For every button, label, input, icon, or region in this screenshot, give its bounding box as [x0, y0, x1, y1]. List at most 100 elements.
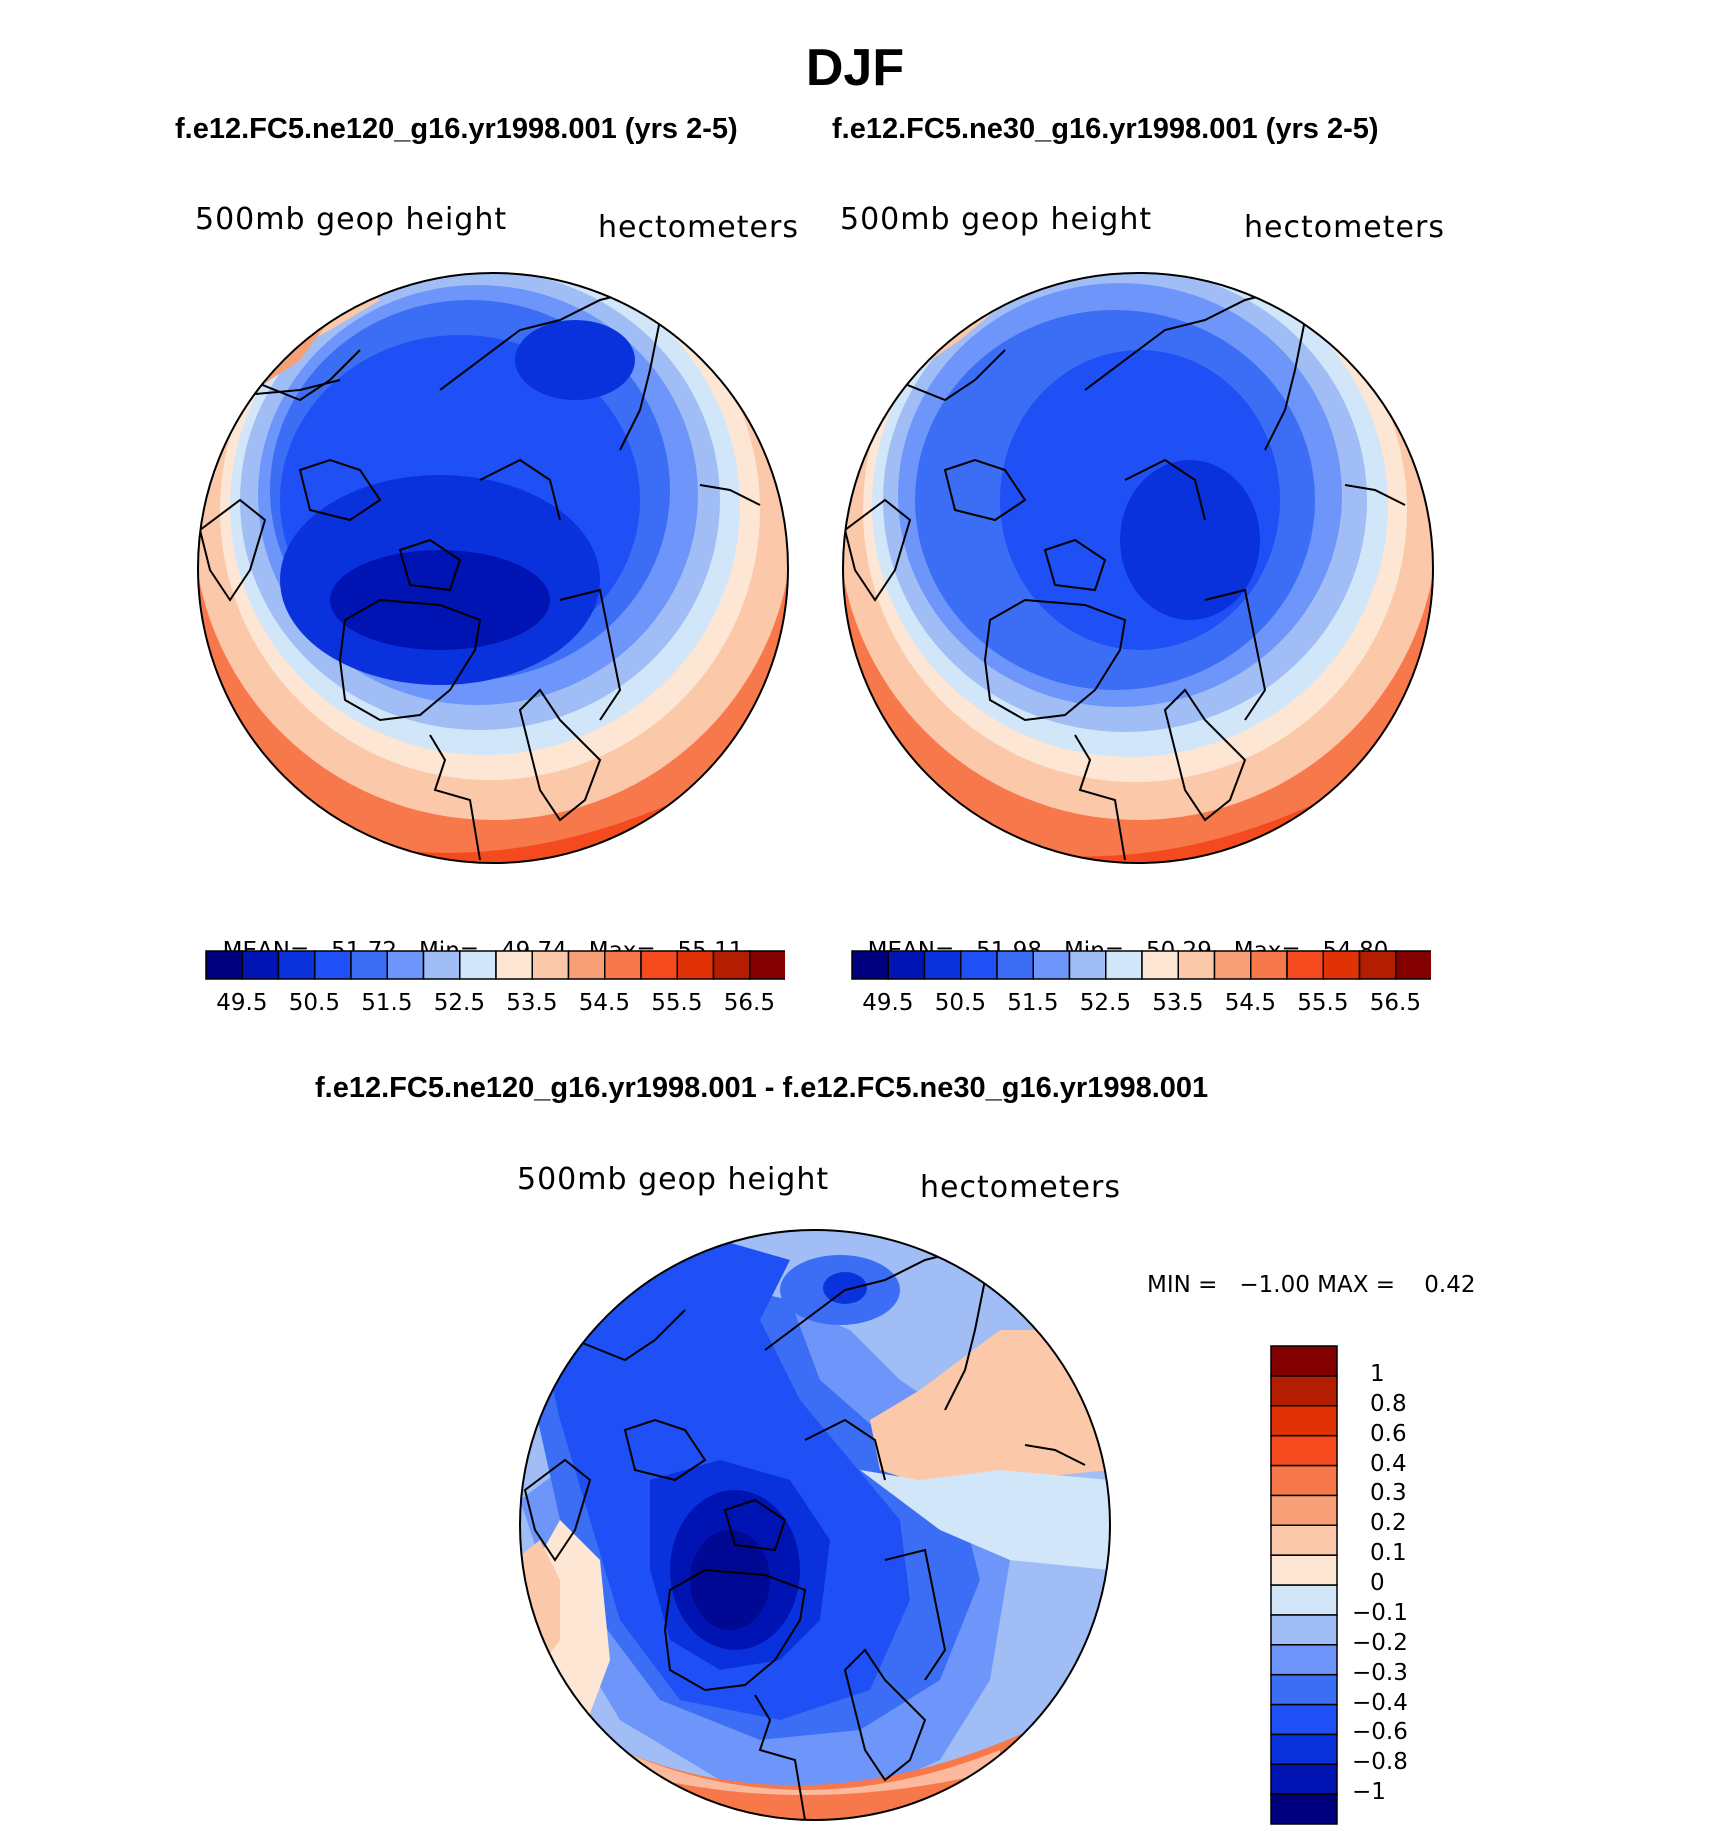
panel1-colorbar-swatch	[241, 950, 280, 980]
panel2-map	[843, 273, 1433, 863]
difference-colorbar-swatch	[1270, 1405, 1338, 1437]
difference-colorbar-swatch	[1270, 1703, 1338, 1736]
panel3-coastlines	[523, 1249, 1086, 1820]
panel1-colorbar-swatch	[567, 950, 606, 980]
difference-colorbar-swatch	[1270, 1434, 1338, 1467]
difference-colorbar-swatch	[1270, 1375, 1338, 1407]
panel1-coastlines	[198, 289, 761, 861]
difference-colorbar-tick-label: −0.3	[1352, 1659, 1408, 1686]
panel1-colorbar-tick-label: 49.5	[216, 990, 268, 1016]
panel1-colorbar-swatch	[386, 950, 425, 980]
panel1-colorbar-tick-label: 56.5	[723, 990, 775, 1016]
panel1-colorbar-swatch	[314, 950, 352, 980]
difference-colorbar-tick-label: 0	[1370, 1570, 1385, 1596]
difference-colorbar-swatch	[1270, 1584, 1338, 1616]
difference-colorbar-tick-label: 0.3	[1370, 1480, 1407, 1507]
panel1-units-label: hectometers	[598, 210, 799, 245]
panel3-variable-label: 500mb geop height	[517, 1162, 830, 1197]
panel2-colorbar-tick-label: 55.5	[1297, 990, 1349, 1016]
panel1-colorbar-swatch	[495, 950, 533, 980]
difference-colorbar-swatch	[1270, 1494, 1338, 1526]
panel1-colorbar-swatch	[277, 950, 316, 980]
difference-colorbar-swatch	[1270, 1763, 1338, 1795]
panel2-colorbar-swatch	[996, 950, 1034, 980]
panel2-colorbar-swatch	[851, 950, 889, 980]
panel2-colorbar-swatch	[1068, 950, 1107, 980]
panel2-colorbar-swatch	[1358, 950, 1397, 980]
panel1-colorbar-labels: 49.5 50.5 51.5 52.5 53.5 54.5 55.5 56.5	[205, 990, 785, 1020]
difference-colorbar-tick-label: −0.2	[1352, 1629, 1408, 1656]
panel2-colorbar-swatch	[960, 950, 998, 980]
panel2-colorbar-swatch	[1032, 950, 1071, 980]
panel2-colorbar-swatch	[1322, 950, 1361, 980]
panel1-colorbar-tick-label: 53.5	[506, 990, 558, 1016]
right-panel-case-title: f.e12.FC5.ne30_g16.yr1998.001 (yrs 2-5)	[832, 113, 1379, 145]
panel1-colorbar-swatch	[422, 950, 461, 980]
difference-colorbar-swatch	[1270, 1464, 1338, 1497]
panel1-colorbar-swatch	[640, 950, 678, 980]
difference-colorbar-labels: 1 0.8 0.6 0.4 0.3 0.2 0.1 0 −0.1 −0.2 −0.3 −0.4 −0.6…	[1352, 1345, 1472, 1825]
panel2-colorbar-swatch	[1286, 950, 1324, 980]
panel1-colorbar-swatch	[205, 950, 243, 980]
panel2-colorbar-swatch	[1213, 950, 1252, 980]
panel2-colorbar-tick-label: 50.5	[934, 990, 986, 1016]
difference-colorbar-swatch	[1270, 1733, 1338, 1765]
difference-colorbar-tick-label: 0.8	[1370, 1390, 1407, 1417]
panel1-colorbar-swatch	[604, 950, 642, 980]
difference-colorbar-tick-label: −0.1	[1352, 1599, 1408, 1626]
panel2-units-label: hectometers	[1244, 210, 1445, 245]
panel2-colorbar-tick-label: 51.5	[1007, 990, 1059, 1016]
difference-colorbar-tick-label: 1	[1370, 1360, 1385, 1387]
difference-colorbar	[1270, 1345, 1338, 1825]
difference-colorbar-swatch	[1270, 1554, 1338, 1586]
panel2-colorbar-swatch	[1395, 950, 1431, 980]
panel2-variable-label: 500mb geop height	[840, 202, 1153, 237]
panel1-variable-label: 500mb geop height	[195, 202, 508, 237]
difference-colorbar-tick-label: 0.4	[1370, 1450, 1407, 1477]
panel2-colorbar-tick-label: 52.5	[1079, 990, 1131, 1016]
panel2-colorbar-labels: 49.5 50.5 51.5 52.5 53.5 54.5 55.5 56.5	[851, 990, 1431, 1020]
difference-colorbar-tick-label: −0.8	[1352, 1749, 1408, 1776]
difference-colorbar-tick-label: 0.6	[1370, 1420, 1407, 1447]
panel1-colorbar-swatch	[350, 950, 388, 980]
difference-case-title: f.e12.FC5.ne120_g16.yr1998.001 - f.e12.F…	[315, 1072, 1209, 1104]
main-title: DJF	[805, 39, 905, 97]
panel1-colorbar-tick-label: 55.5	[651, 990, 703, 1016]
panel1-colorbar-swatch	[749, 950, 785, 980]
panel2-colorbar	[851, 950, 1431, 980]
difference-colorbar-tick-label: −0.6	[1352, 1719, 1408, 1746]
difference-colorbar-tick-label: 0.2	[1370, 1510, 1407, 1537]
panel1-colorbar-tick-label: 51.5	[361, 990, 413, 1016]
panel2-colorbar-swatch	[1141, 950, 1179, 980]
panel1-colorbar-swatch	[459, 950, 497, 980]
panel1-colorbar-tick-label: 54.5	[578, 990, 630, 1016]
difference-colorbar-tick-label: −0.4	[1352, 1689, 1408, 1716]
difference-colorbar-swatch	[1270, 1345, 1338, 1377]
difference-colorbar-swatch	[1270, 1524, 1338, 1556]
difference-colorbar-swatch	[1270, 1614, 1338, 1646]
difference-colorbar-swatch	[1270, 1644, 1338, 1676]
panel1-colorbar-swatch	[531, 950, 570, 980]
panel2-colorbar-swatch	[1105, 950, 1143, 980]
difference-colorbar-swatch	[1270, 1793, 1338, 1825]
difference-colorbar-tick-label: 0.1	[1370, 1540, 1407, 1567]
panel2-colorbar-tick-label: 54.5	[1224, 990, 1276, 1016]
difference-colorbar-tick-label: −1	[1352, 1779, 1386, 1806]
panel3-units-label: hectometers	[920, 1170, 1121, 1205]
panel3-stats: MIN = −1.00 MAX = 0.42	[1147, 1272, 1476, 1298]
panel1-colorbar-tick-label: 52.5	[433, 990, 485, 1016]
panel1-colorbar-swatch	[712, 950, 751, 980]
panel1-colorbar-tick-label: 50.5	[288, 990, 340, 1016]
panel2-colorbar-tick-label: 56.5	[1369, 990, 1421, 1016]
panel1-map	[198, 273, 788, 863]
panel1-colorbar	[205, 950, 785, 980]
panel2-colorbar-tick-label: 53.5	[1152, 990, 1204, 1016]
panel2-colorbar-tick-label: 49.5	[862, 990, 914, 1016]
panel2-colorbar-swatch	[1250, 950, 1288, 980]
panel2-coastlines	[843, 289, 1406, 861]
panel2-colorbar-swatch	[923, 950, 962, 980]
panel2-colorbar-swatch	[1177, 950, 1216, 980]
left-panel-case-title: f.e12.FC5.ne120_g16.yr1998.001 (yrs 2-5)	[175, 113, 738, 145]
panel1-colorbar-swatch	[676, 950, 715, 980]
